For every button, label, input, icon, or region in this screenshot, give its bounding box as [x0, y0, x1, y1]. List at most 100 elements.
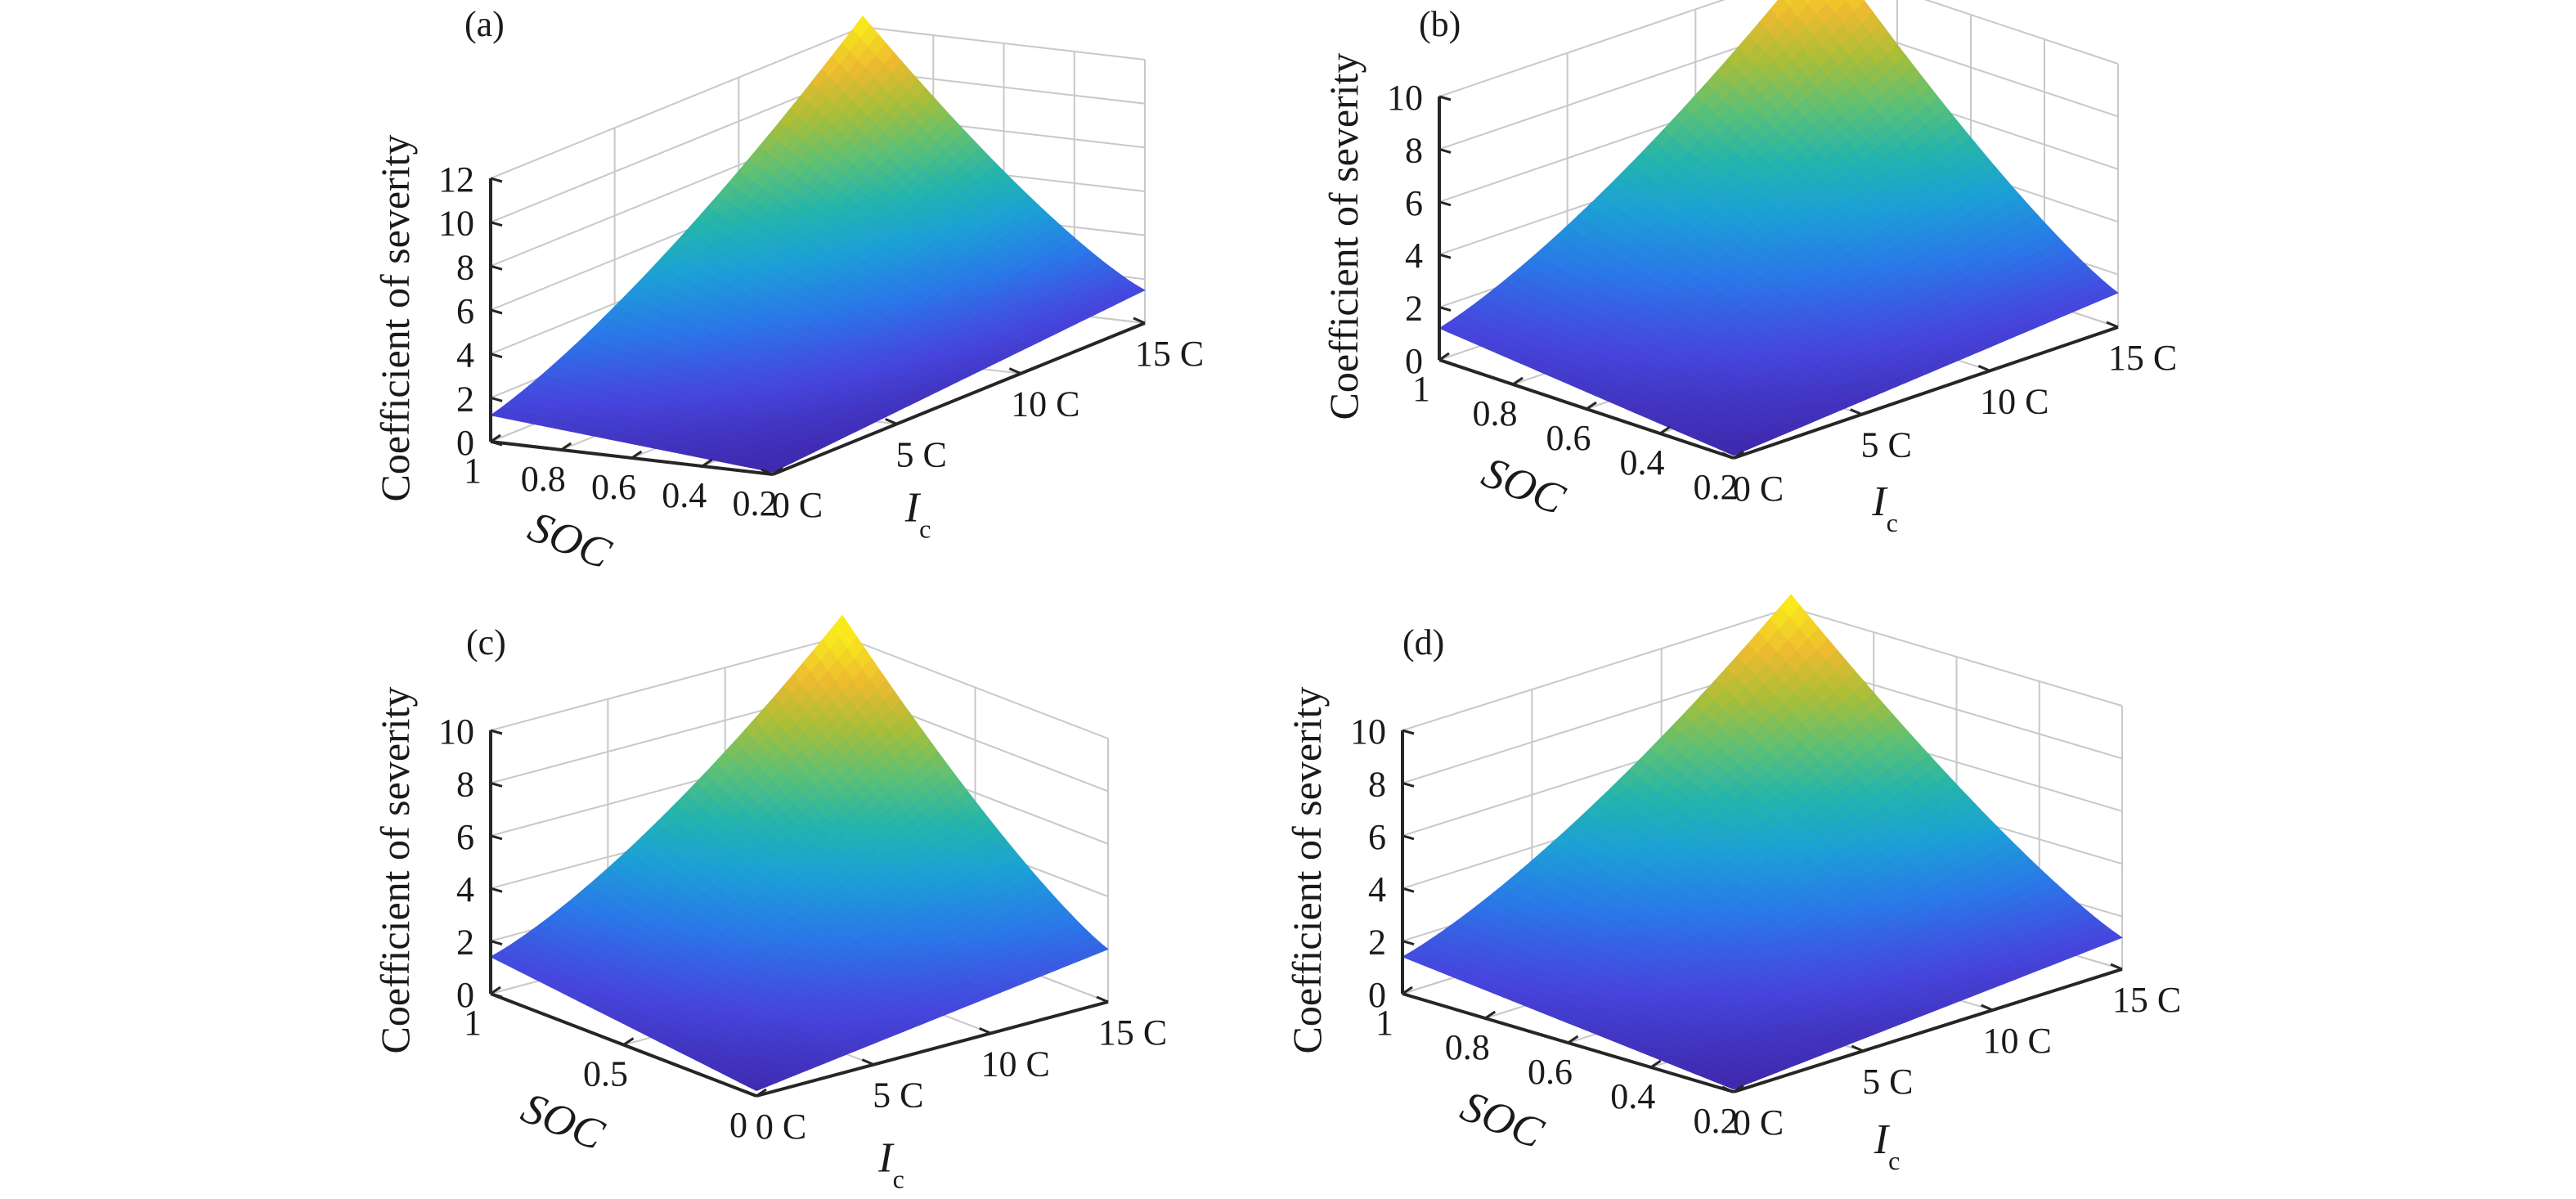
- soc-tick-label: 0.2: [1694, 467, 1739, 507]
- z-tick-mark: [490, 992, 503, 999]
- z-tick-mark: [490, 308, 503, 315]
- surface-patch: [1824, 0, 1830, 4]
- soc-tick-label: 0.6: [591, 467, 636, 507]
- soc-tick-mark: [1586, 401, 1597, 411]
- soc-tick-label: 0.8: [521, 459, 566, 499]
- z-tick-label: 8: [1405, 130, 1423, 170]
- ic-tick-label: 15 C: [2108, 338, 2177, 378]
- z-tick-label: 6: [456, 291, 474, 331]
- ic-tick-mark: [1850, 408, 1863, 416]
- ic-axis-title: Ic: [1871, 478, 1898, 537]
- z-tick-label: 10: [438, 204, 474, 244]
- z-tick-mark: [1438, 358, 1452, 365]
- ic-tick-label: 0 C: [756, 1107, 806, 1147]
- surface-patch: [1724, 447, 1746, 456]
- panel-label: (a): [464, 4, 505, 44]
- soc-tick-label: 0.6: [1546, 418, 1591, 458]
- z-tick-label: 8: [456, 764, 474, 804]
- soc-tick-mark: [1438, 352, 1450, 361]
- z-tick-mark: [1438, 306, 1452, 312]
- surface-patch: [764, 465, 784, 473]
- soc-tick-mark: [772, 466, 783, 476]
- soc-tick-mark: [1659, 425, 1671, 435]
- soc-tick-mark: [631, 450, 643, 460]
- z-tick-mark: [490, 834, 503, 841]
- z-tick-label: 10: [1387, 78, 1423, 118]
- z-tick-label: 2: [1405, 289, 1423, 329]
- z-tick-mark: [490, 887, 503, 893]
- ic-tick-label: 0 C: [772, 485, 823, 525]
- soc-tick-label: 1: [1412, 369, 1430, 409]
- ic-tick-mark: [885, 417, 898, 425]
- z-tick-mark: [490, 221, 503, 227]
- soc-tick-label: 1: [464, 1003, 482, 1043]
- z-tick-label: 6: [456, 817, 474, 857]
- z-tick-mark: [490, 729, 503, 735]
- ic-axis-title-main: I: [1871, 478, 1888, 525]
- ic-axis-title-sub: c: [919, 514, 931, 544]
- ic-tick-mark: [2106, 321, 2119, 329]
- ic-axis-title: Ic: [877, 1135, 904, 1194]
- z-tick-mark: [1438, 200, 1452, 207]
- soc-tick-mark: [560, 442, 572, 451]
- soc-tick-label: 0.2: [733, 483, 778, 523]
- soc-tick-label: 1: [464, 451, 482, 491]
- z-tick-label: 10: [438, 712, 474, 752]
- soc-axis-title: SOC: [522, 501, 618, 578]
- ic-axis-title-sub: c: [893, 1165, 904, 1194]
- z-tick-mark: [1438, 95, 1452, 101]
- ic-tick-label: 10 C: [981, 1044, 1049, 1084]
- ic-tick-mark: [861, 1058, 874, 1067]
- soc-tick-mark: [490, 433, 501, 443]
- soc-tick-label: 0.5: [583, 1054, 628, 1094]
- soc-tick-mark: [1512, 376, 1524, 386]
- z-axis-title: Coefficient of severity: [1321, 53, 1367, 420]
- ic-tick-mark: [1977, 364, 1990, 372]
- z-tick-label: 12: [438, 159, 474, 200]
- z-tick-mark: [490, 940, 503, 946]
- z-tick-mark: [490, 353, 503, 359]
- ic-tick-mark: [1721, 451, 1735, 460]
- soc-axis-title: SOC: [1475, 447, 1572, 524]
- soc-tick-label: 0.8: [1473, 393, 1518, 433]
- ic-tick-mark: [1008, 367, 1021, 375]
- soc-axis-title: SOC: [515, 1083, 612, 1160]
- panel-label: (b): [1419, 4, 1461, 44]
- soc-tick-mark: [701, 458, 713, 468]
- ic-tick-mark: [979, 1026, 992, 1035]
- surface-mesh: [490, 614, 1109, 1092]
- soc-tick-label: 0: [729, 1105, 747, 1145]
- z-tick-label: 4: [1405, 236, 1423, 276]
- ic-tick-label: 10 C: [1011, 384, 1079, 424]
- z-tick-label: 0: [1405, 341, 1423, 381]
- z-tick-mark: [490, 440, 503, 447]
- ic-tick-mark: [1096, 995, 1109, 1004]
- ic-tick-mark: [761, 468, 774, 476]
- ic-axis-line: [772, 321, 1146, 476]
- z-tick-mark: [490, 177, 503, 183]
- surface-mesh: [1438, 0, 2119, 456]
- z-tick-mark: [490, 264, 503, 271]
- ic-axis-title-main: I: [904, 485, 922, 532]
- soc-tick-label: 0.4: [662, 475, 707, 515]
- ic-axis-title: Ic: [904, 485, 931, 544]
- ic-tick-label: 0 C: [1733, 469, 1784, 509]
- soc-tick-mark: [1733, 450, 1744, 460]
- panel-label: (c): [466, 622, 506, 662]
- z-tick-mark: [490, 396, 503, 402]
- z-axis-title: Coefficient of severity: [372, 135, 418, 502]
- ic-tick-label: 10 C: [1980, 381, 2049, 421]
- z-tick-label: 8: [456, 247, 474, 287]
- z-tick-label: 2: [456, 379, 474, 419]
- surface-mesh: [1402, 594, 2123, 1090]
- ic-tick-mark: [1133, 317, 1146, 325]
- z-tick-mark: [1438, 147, 1452, 154]
- soc-tick-label: 0.4: [1620, 442, 1665, 483]
- surface-mesh: [490, 15, 1146, 473]
- z-axis-title: Coefficient of severity: [372, 687, 418, 1054]
- ic-axis-title-sub: c: [1887, 508, 1898, 537]
